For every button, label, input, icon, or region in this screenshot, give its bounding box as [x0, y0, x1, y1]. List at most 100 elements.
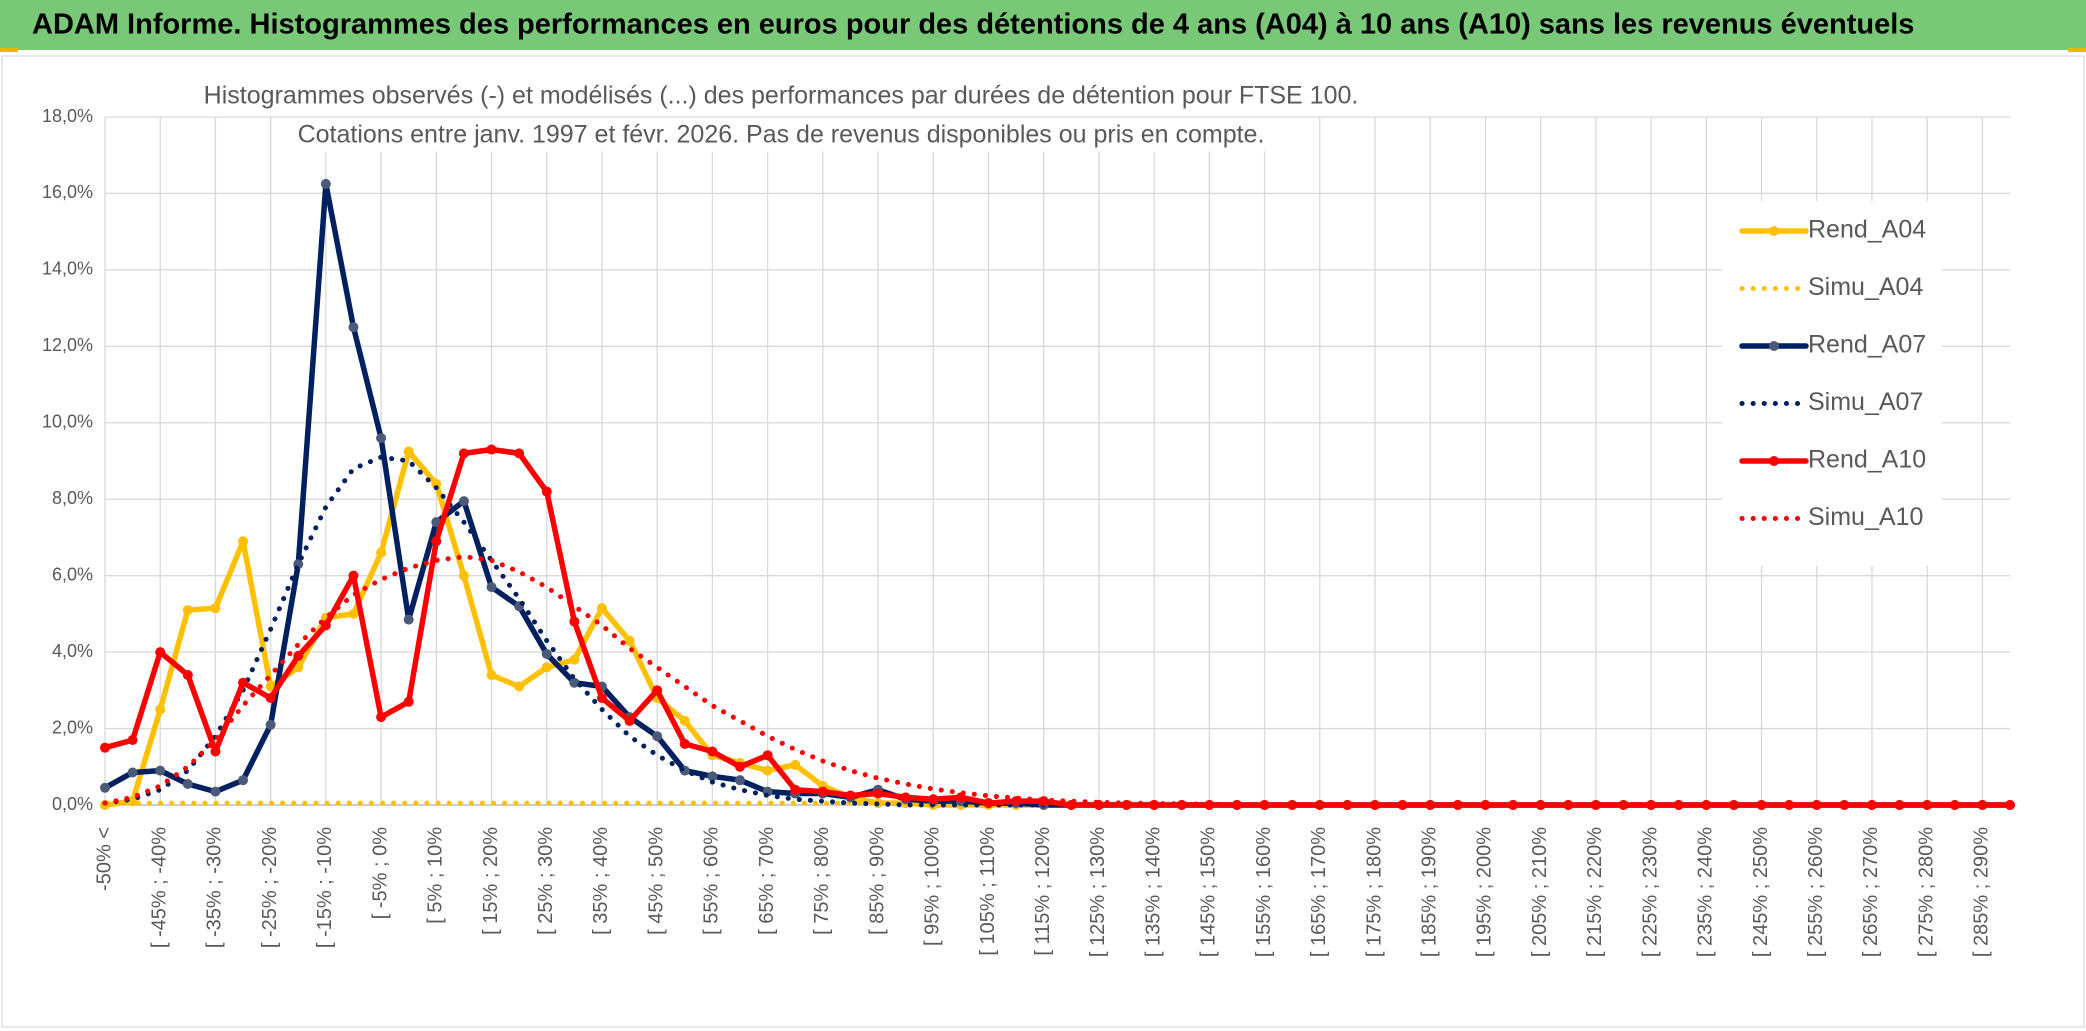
- data-point: [182, 670, 193, 681]
- data-point: [182, 778, 193, 789]
- data-point: [1673, 800, 1684, 810]
- data-point: [735, 775, 745, 786]
- x-tick-label: [ 245% ; 250%: [1750, 827, 1772, 957]
- data-point: [762, 750, 773, 761]
- page-title: ADAM Informe. Histogrammes des performan…: [32, 9, 1914, 41]
- x-tick-label: [ 185% ; 190%: [1418, 827, 1440, 957]
- data-point: [790, 759, 801, 770]
- y-tick-label: 16,0%: [42, 182, 93, 202]
- y-tick-label: 0,0%: [52, 794, 93, 814]
- data-point: [2005, 800, 2015, 810]
- data-point: [873, 788, 884, 799]
- chart-title: Histogrammes observés (-) et modélisés (…: [204, 82, 1359, 110]
- data-point: [458, 570, 469, 581]
- data-point: [238, 677, 249, 688]
- x-tick-label: [ 205% ; 210%: [1529, 827, 1551, 957]
- data-point: [1728, 800, 1739, 810]
- y-tick-label: 18,0%: [42, 106, 93, 126]
- data-point: [403, 614, 414, 625]
- observed-line: [102, 446, 2013, 808]
- data-point: [1894, 800, 1905, 810]
- legend-marker: [1769, 226, 1779, 236]
- x-tick-label: [ 35% ; 40%: [590, 827, 612, 935]
- corner-accent: [0, 48, 18, 52]
- x-tick-label: [ 195% ; 200%: [1474, 827, 1496, 957]
- x-tick-label: [ 135% ; 140%: [1142, 827, 1164, 957]
- data-point: [100, 742, 110, 753]
- x-tick-label: [ 5% ; 10%: [425, 827, 447, 924]
- data-point: [431, 478, 442, 489]
- legend-label: Simu_A07: [1808, 388, 1923, 416]
- x-tick-label: [ 65% ; 70%: [756, 827, 778, 935]
- data-point: [735, 761, 745, 772]
- y-tick-label: 14,0%: [42, 259, 93, 279]
- x-tick-label: -50% <: [93, 827, 115, 891]
- x-tick-label: [ 105% ; 110%: [977, 827, 999, 956]
- data-point: [238, 775, 249, 786]
- data-point: [983, 798, 994, 809]
- y-tick-label: 12,0%: [42, 335, 93, 355]
- data-point: [707, 771, 718, 782]
- x-tick-label: [ -45% ; -40%: [148, 827, 170, 948]
- data-point: [1839, 800, 1850, 810]
- data-point: [1342, 800, 1353, 810]
- data-point: [624, 715, 635, 726]
- data-point: [541, 662, 552, 673]
- x-tick-label: [ 45% ; 50%: [645, 827, 667, 935]
- data-point: [1949, 800, 1960, 810]
- data-point: [1287, 800, 1298, 810]
- data-point: [127, 767, 138, 778]
- data-point: [1452, 800, 1463, 810]
- x-tick-label: [ -25% ; -20%: [259, 827, 281, 948]
- data-point: [403, 696, 414, 707]
- data-point: [569, 616, 580, 627]
- x-tick-label: [ 75% ; 80%: [811, 827, 833, 935]
- x-tick-label: [ 145% ; 150%: [1198, 827, 1220, 957]
- data-point: [514, 681, 525, 692]
- data-point: [265, 681, 276, 692]
- data-point: [652, 731, 663, 742]
- data-point: [1784, 800, 1795, 810]
- grid: [104, 116, 2010, 806]
- data-point: [514, 448, 525, 459]
- data-point: [1397, 800, 1408, 810]
- data-point: [210, 746, 221, 757]
- header-band: [0, 0, 2086, 50]
- data-point: [182, 605, 193, 616]
- data-point: [127, 735, 138, 746]
- data-point: [541, 649, 552, 660]
- x-tick-label: [ 265% ; 270%: [1860, 827, 1882, 957]
- data-point: [458, 496, 469, 507]
- chart-subtitle: Cotations entre janv. 1997 et févr. 2026…: [298, 121, 1265, 149]
- data-point: [265, 692, 276, 703]
- data-point: [596, 603, 607, 614]
- x-tick-label: [ 95% ; 100%: [922, 827, 944, 946]
- data-point: [541, 486, 552, 497]
- legend-marker: [1769, 341, 1779, 351]
- x-tick-label: [ -35% ; -30%: [204, 827, 226, 948]
- data-point: [790, 784, 801, 795]
- data-point: [100, 782, 110, 793]
- data-point: [320, 178, 331, 189]
- legend-label: Simu_A10: [1808, 503, 1923, 531]
- data-point: [348, 322, 359, 333]
- data-point: [486, 582, 497, 593]
- data-point: [155, 704, 166, 715]
- legend-marker: [1769, 456, 1779, 466]
- data-point: [210, 603, 221, 614]
- series-layer: [100, 178, 2015, 810]
- title-background: [289, 117, 1273, 152]
- x-tick-label: [ 155% ; 160%: [1253, 827, 1275, 957]
- x-tick-label: [ 215% ; 220%: [1584, 827, 1606, 957]
- x-tick-label: [ 225% ; 230%: [1639, 827, 1661, 957]
- data-point: [652, 685, 663, 696]
- data-point: [293, 662, 304, 673]
- data-point: [762, 765, 773, 776]
- data-point: [155, 647, 166, 658]
- data-point: [376, 712, 387, 723]
- data-point: [900, 792, 911, 803]
- data-point: [569, 654, 580, 665]
- data-point: [1563, 800, 1574, 810]
- data-point: [238, 536, 249, 547]
